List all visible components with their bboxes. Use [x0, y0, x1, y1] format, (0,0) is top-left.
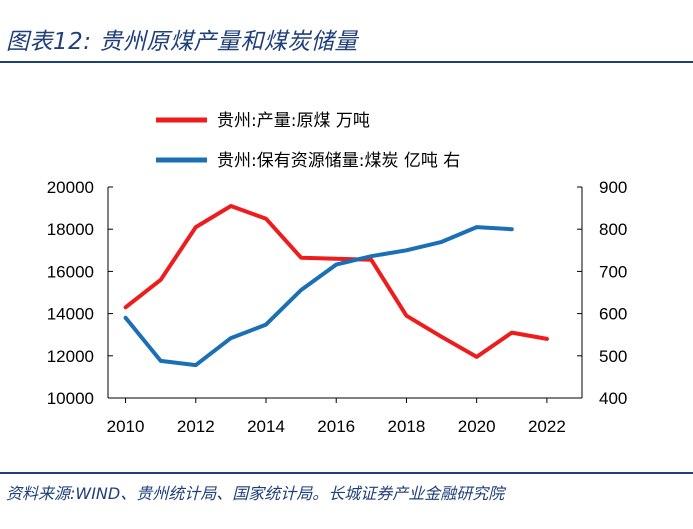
data-point-production: [299, 256, 303, 260]
footer-divider: [0, 472, 693, 474]
y-right-tick-label: 900: [599, 178, 627, 197]
y-right-tick-label: 700: [599, 262, 627, 281]
x-tick-label: 2012: [177, 417, 215, 436]
x-tick-label: 2010: [107, 417, 145, 436]
data-point-reserves: [194, 363, 198, 367]
chart-series: [123, 204, 549, 368]
data-point-reserves: [229, 336, 233, 340]
legend-label-production: 贵州:产量:原煤 万吨: [217, 111, 370, 131]
y-left-tick-label: 16000: [47, 262, 94, 281]
x-tick-label: 2014: [247, 417, 285, 436]
chart-title: 图表12: 贵州原煤产量和煤炭储量: [6, 29, 358, 55]
y-left-tick-label: 10000: [47, 389, 94, 408]
data-point-production: [229, 204, 233, 208]
data-point-reserves: [369, 254, 373, 258]
data-point-reserves: [334, 263, 338, 267]
y-right-tick-label: 400: [599, 389, 627, 408]
y-left-tick-label: 14000: [47, 305, 94, 324]
y-right-tick-label: 500: [599, 347, 627, 366]
series-line-reserves: [123, 225, 514, 368]
y-right-tick-label: 800: [599, 220, 627, 239]
title-divider: [0, 61, 693, 63]
data-point-production: [440, 335, 444, 339]
x-tick-label: 2022: [528, 417, 566, 436]
legend-label-reserves: 贵州:保有资源储量:煤炭 亿吨 右: [217, 151, 460, 171]
data-point-reserves: [299, 288, 303, 292]
data-point-production: [124, 305, 128, 309]
chart: 10000 12000 14000 16000 18000 20000 400 500 600 7…: [47, 111, 628, 436]
x-tick-label: 2016: [317, 417, 355, 436]
y-left-tick-label: 20000: [47, 178, 94, 197]
x-tick-label: 2018: [388, 417, 426, 436]
source-note: 资料来源:WIND、贵州统计局、国家统计局。长城证券产业金融研究院: [6, 484, 505, 503]
data-point-reserves: [124, 316, 128, 320]
data-point-production: [545, 337, 549, 341]
data-point-production: [264, 217, 268, 221]
data-point-production: [369, 258, 373, 262]
data-point-reserves: [159, 359, 163, 363]
data-point-production: [404, 314, 408, 318]
chart-axes: [107, 187, 583, 399]
data-point-reserves: [404, 248, 408, 252]
data-point-production: [194, 225, 198, 229]
data-point-reserves: [475, 225, 479, 229]
data-point-production: [159, 278, 163, 282]
chart-ticks: 10000 12000 14000 16000 18000 20000 400 500 600 7…: [47, 178, 628, 436]
data-point-production: [510, 331, 514, 335]
y-left-tick-label: 18000: [47, 220, 94, 239]
data-point-reserves: [264, 323, 268, 327]
y-right-tick-label: 600: [599, 305, 627, 324]
data-point-production: [475, 355, 479, 359]
y-left-tick-label: 12000: [47, 347, 94, 366]
data-point-production: [334, 257, 338, 261]
x-tick-label: 2020: [458, 417, 496, 436]
data-point-reserves: [510, 227, 514, 231]
data-point-reserves: [440, 240, 444, 244]
